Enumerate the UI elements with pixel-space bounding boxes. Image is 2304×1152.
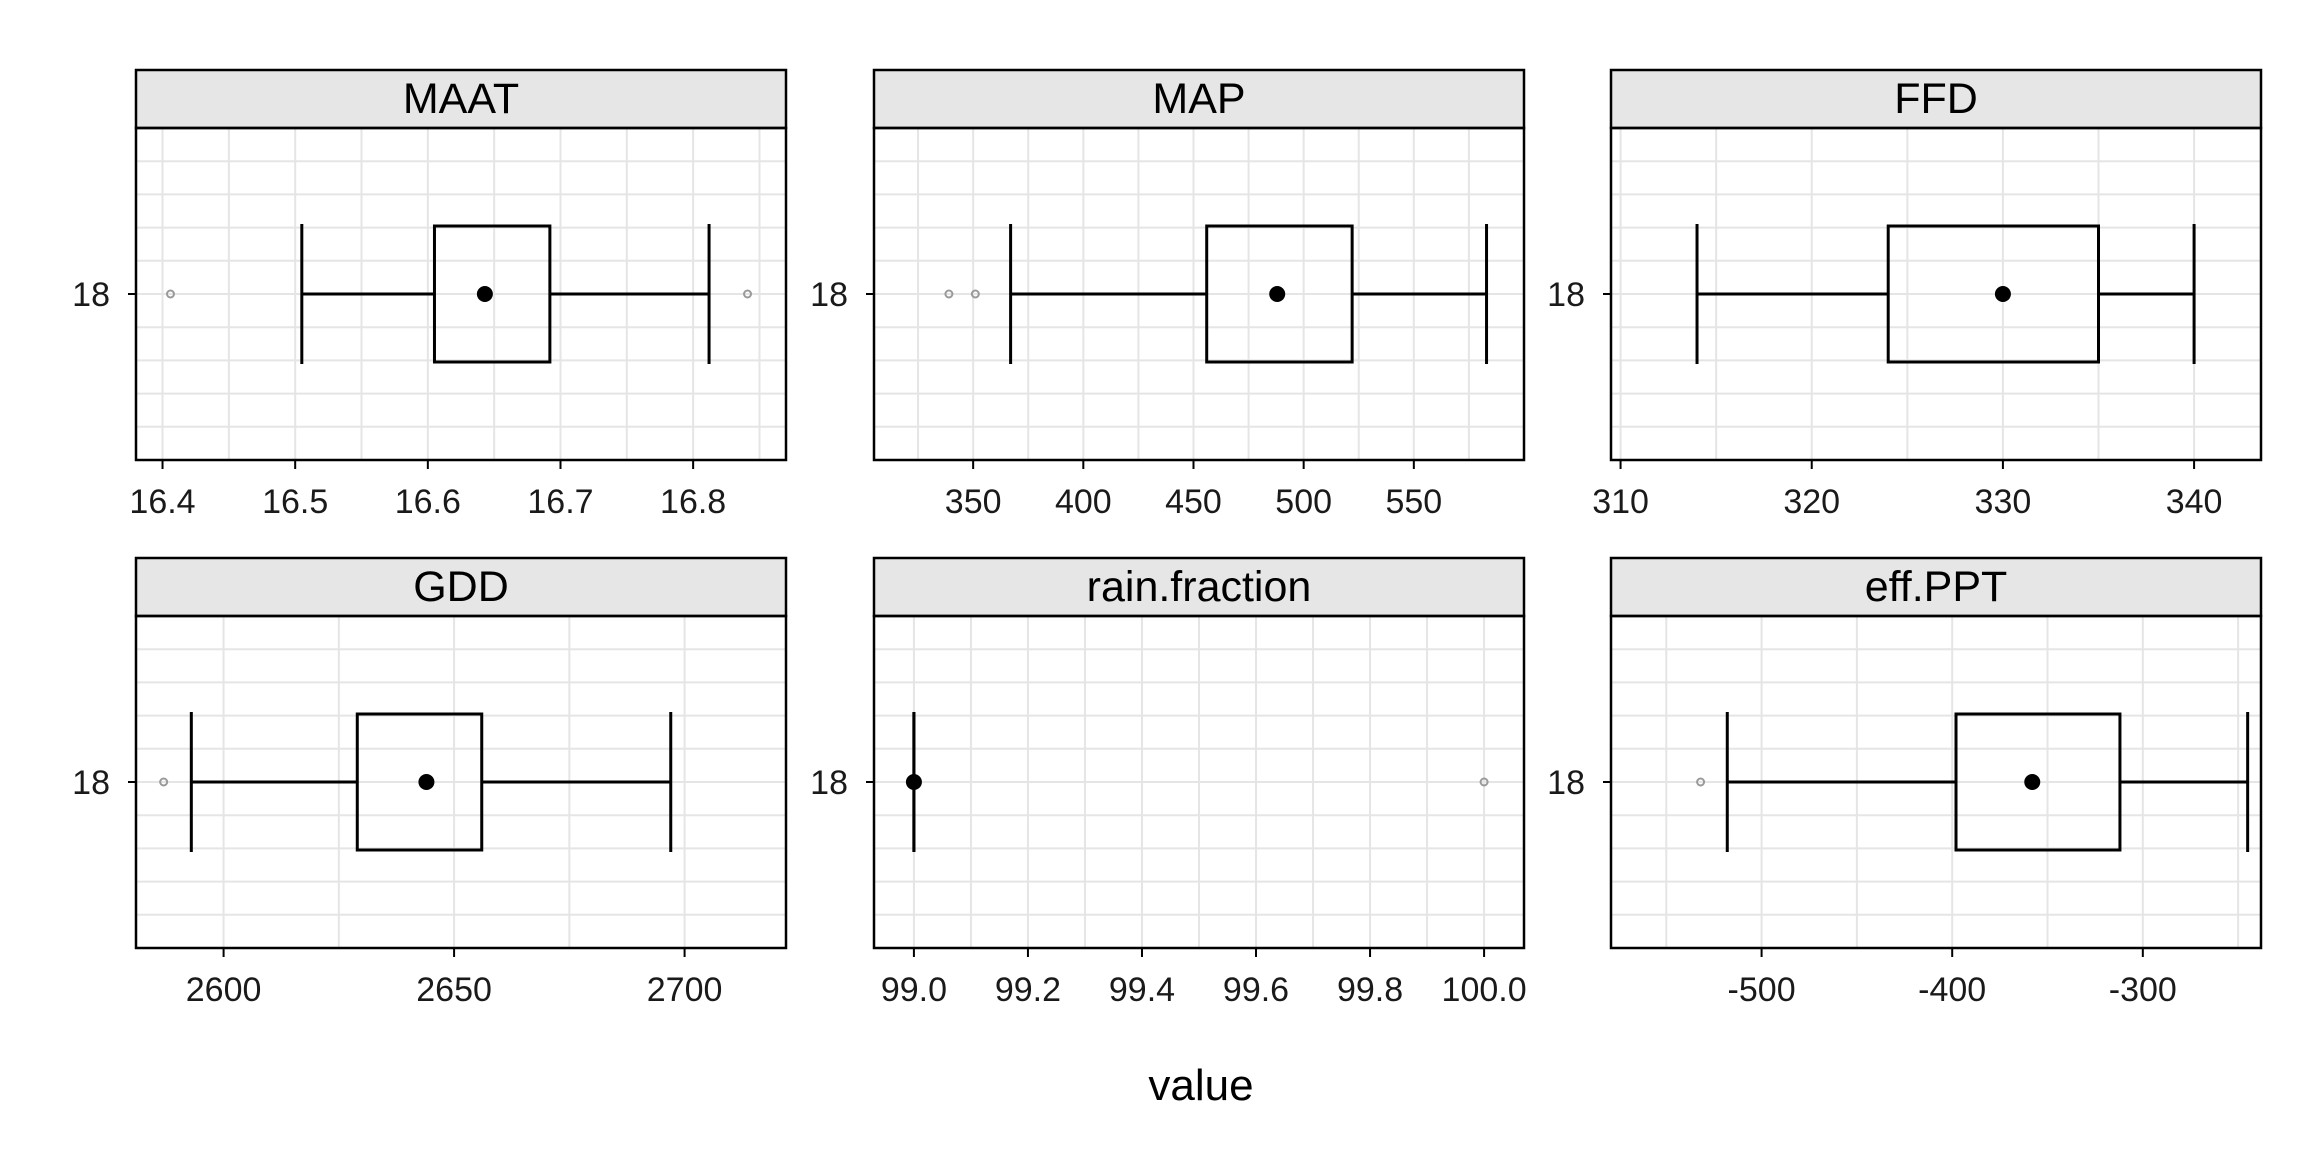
strip-background bbox=[872, 68, 1526, 130]
x-tick-label: -300 bbox=[2109, 971, 2177, 1009]
median-dot bbox=[476, 286, 493, 302]
strip-label: FFD bbox=[1894, 75, 1978, 123]
x-tick-label: 99.6 bbox=[1223, 971, 1289, 1009]
y-tick-label: 18 bbox=[72, 276, 110, 314]
x-tick-label: 2650 bbox=[416, 971, 492, 1009]
panel-maat: MAAT 18 16.4 16.5 16.6 16.7 16.8 bbox=[72, 68, 788, 521]
x-tick-label: 550 bbox=[1385, 483, 1442, 521]
x-tick-label: 99.8 bbox=[1337, 971, 1403, 1009]
panel-gdd: GDD 18 2600 2650 2700 bbox=[72, 556, 788, 1009]
median-dot bbox=[418, 774, 435, 790]
strip-background bbox=[134, 556, 788, 618]
x-tick-label: 2700 bbox=[647, 971, 723, 1009]
x-tick-label: 340 bbox=[2166, 483, 2223, 521]
y-tick-label: 18 bbox=[1547, 276, 1585, 314]
x-tick-label: 16.4 bbox=[129, 483, 195, 521]
panel-map: MAP 18 350 400 450 500 550 bbox=[810, 68, 1526, 521]
x-tick-label: -400 bbox=[1918, 971, 1986, 1009]
x-tick-label: 500 bbox=[1275, 483, 1332, 521]
outlier-point bbox=[165, 289, 175, 299]
x-tick-label: 99.2 bbox=[995, 971, 1061, 1009]
strip-label: GDD bbox=[413, 563, 509, 611]
outlier-point bbox=[1479, 777, 1489, 787]
x-tick-label: 16.7 bbox=[527, 483, 593, 521]
y-tick-label: 18 bbox=[810, 276, 848, 314]
panel-rain-fraction: rain.fraction 18 99.0 99.2 99.4 99.6 99.8 100.0 bbox=[810, 556, 1527, 1009]
x-tick-label: -500 bbox=[1728, 971, 1796, 1009]
x-tick-label: 16.8 bbox=[660, 483, 726, 521]
outlier-point bbox=[1696, 777, 1706, 787]
median-dot bbox=[1994, 286, 2011, 302]
panels-layer: MAAT 18 16.4 16.5 16.6 16.7 16.8 MAP 18 350 400 450… bbox=[72, 68, 2263, 1009]
x-tick-label: 330 bbox=[1975, 483, 2032, 521]
x-tick-label: 16.5 bbox=[262, 483, 328, 521]
x-tick-label: 350 bbox=[945, 483, 1002, 521]
strip-label: MAP bbox=[1152, 75, 1245, 123]
box-iqr bbox=[1954, 712, 2122, 852]
outlier-point bbox=[743, 289, 753, 299]
y-tick-label: 18 bbox=[72, 764, 110, 802]
panel-ffd: FFD 18 310 320 330 340 bbox=[1547, 68, 2263, 521]
x-tick-label: 99.0 bbox=[881, 971, 947, 1009]
strip-label: rain.fraction bbox=[1087, 563, 1312, 611]
median-dot bbox=[1269, 286, 1286, 302]
panel-eff-ppt: eff.PPT 18 -500 -400 -300 bbox=[1547, 556, 2263, 1009]
outlier-point bbox=[944, 289, 954, 299]
x-tick-label: 100.0 bbox=[1442, 971, 1527, 1009]
x-tick-label: 310 bbox=[1592, 483, 1649, 521]
box-iqr bbox=[432, 224, 552, 364]
x-axis-title: value bbox=[1148, 1061, 1253, 1110]
strip-background bbox=[1609, 556, 2263, 618]
strip-label: MAAT bbox=[403, 75, 519, 123]
x-tick-label: 400 bbox=[1055, 483, 1112, 521]
x-tick-label: 16.6 bbox=[395, 483, 461, 521]
median-dot bbox=[2024, 774, 2041, 790]
strip-label: eff.PPT bbox=[1865, 563, 2008, 611]
outlier-point bbox=[159, 777, 169, 787]
x-tick-label: 2600 bbox=[186, 971, 262, 1009]
strip-background bbox=[872, 556, 1526, 618]
x-tick-label: 99.4 bbox=[1109, 971, 1175, 1009]
y-tick-label: 18 bbox=[1547, 764, 1585, 802]
x-tick-label: 320 bbox=[1783, 483, 1840, 521]
box-iqr bbox=[355, 712, 484, 852]
outlier-point bbox=[970, 289, 980, 299]
box-iqr bbox=[1886, 224, 2101, 364]
median-dot bbox=[905, 774, 922, 790]
x-tick-label: 450 bbox=[1165, 483, 1222, 521]
box-iqr bbox=[1205, 224, 1354, 364]
y-tick-label: 18 bbox=[810, 764, 848, 802]
